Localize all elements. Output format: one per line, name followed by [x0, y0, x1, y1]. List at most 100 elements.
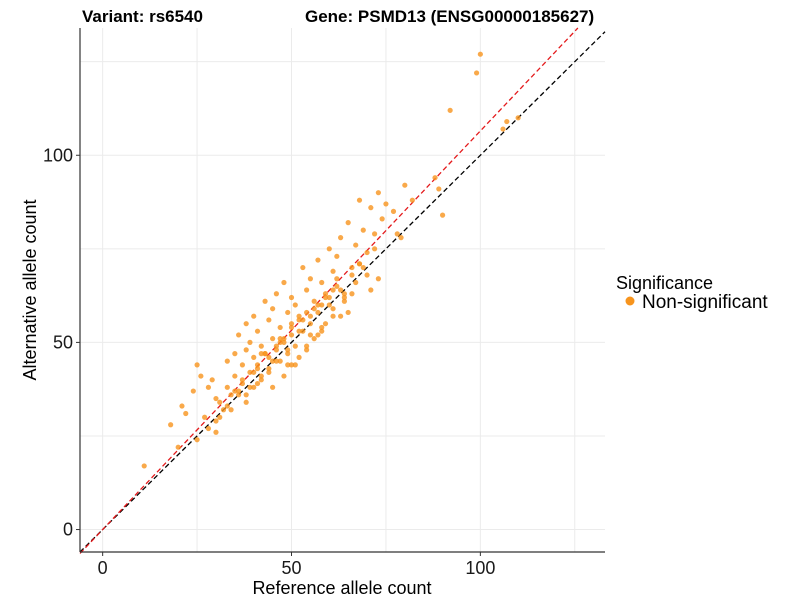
data-point: [500, 126, 506, 132]
data-point: [194, 362, 200, 368]
y-axis-title: Alternative allele count: [20, 199, 40, 380]
data-point: [356, 261, 363, 267]
data-point: [213, 429, 219, 435]
data-point: [319, 324, 325, 331]
x-tick-label: 100: [465, 558, 495, 578]
data-point: [251, 369, 257, 375]
data-point: [258, 373, 264, 379]
data-point: [273, 347, 280, 353]
data-point: [307, 321, 313, 327]
data-point: [300, 317, 306, 323]
data-point: [202, 414, 208, 420]
legend-title: Significance: [616, 273, 713, 293]
data-point: [390, 208, 397, 214]
data-point: [232, 388, 238, 394]
data-point: [262, 351, 268, 357]
data-point: [273, 343, 280, 349]
data-point: [296, 328, 302, 334]
data-point: [217, 399, 223, 405]
data-point: [270, 336, 276, 342]
data-point: [262, 298, 268, 304]
data-point: [232, 373, 238, 379]
data-point: [326, 302, 332, 308]
data-point: [285, 309, 291, 316]
data-point: [341, 291, 347, 297]
data-point: [190, 388, 196, 394]
data-point: [232, 351, 238, 357]
data-point: [266, 366, 272, 372]
data-point: [183, 410, 189, 417]
data-point: [349, 291, 355, 297]
data-point: [372, 246, 378, 252]
data-point: [360, 227, 366, 233]
data-point: [322, 291, 329, 297]
data-point: [247, 339, 253, 345]
data-point: [254, 380, 261, 387]
data-point: [258, 377, 264, 383]
reference-line-fit: [79, 27, 579, 554]
data-point: [304, 287, 310, 293]
data-point: [315, 302, 321, 308]
data-point: [345, 309, 351, 316]
data-point: [304, 343, 310, 349]
data-point: [254, 362, 261, 368]
data-point: [304, 347, 310, 353]
y-tick-label: 50: [53, 332, 73, 352]
data-point: [239, 380, 246, 387]
data-point: [292, 343, 298, 349]
data-point: [213, 395, 219, 402]
data-point: [319, 279, 325, 286]
data-point: [315, 309, 321, 316]
data-point: [285, 347, 291, 353]
x-tick-label: 0: [98, 558, 108, 578]
data-point: [322, 321, 329, 327]
data-point: [251, 313, 257, 319]
data-point: [292, 302, 298, 308]
data-point: [224, 358, 230, 364]
data-point: [394, 231, 400, 237]
data-point: [326, 246, 332, 252]
data-point: [307, 332, 313, 338]
data-point: [194, 437, 200, 443]
data-point: [334, 276, 340, 282]
data-point: [243, 321, 249, 327]
data-point: [398, 235, 404, 241]
data-point: [330, 287, 336, 293]
data-point: [360, 264, 366, 271]
data-point: [447, 107, 453, 113]
data-point: [288, 294, 295, 301]
data-point: [228, 392, 234, 398]
legend: Significance Non-significant: [616, 273, 768, 313]
data-point: [213, 418, 219, 424]
data-point: [239, 362, 246, 368]
data-point: [319, 328, 325, 334]
data-point: [379, 216, 385, 222]
data-point: [258, 343, 264, 349]
data-point: [504, 118, 510, 125]
data-point: [258, 351, 264, 357]
data-point: [300, 328, 306, 334]
data-point: [311, 336, 317, 342]
y-tick-label: 100: [43, 145, 73, 165]
data-point: [224, 403, 230, 409]
gene-title: Gene: PSMD13 (ENSG00000185627): [305, 7, 594, 26]
data-point: [266, 369, 272, 375]
data-point: [372, 231, 378, 237]
data-point: [236, 332, 242, 338]
x-tick-label: 50: [281, 558, 301, 578]
data-point: [243, 399, 249, 405]
axes: 0 50 100 0 50 100: [43, 28, 605, 578]
data-point: [277, 339, 283, 345]
data-point: [349, 272, 355, 278]
data-point: [345, 220, 351, 226]
data-point: [254, 328, 261, 334]
data-point: [402, 182, 408, 188]
data-point: [315, 332, 321, 338]
data-point: [239, 377, 246, 383]
data-point: [270, 384, 276, 390]
data-point: [281, 373, 287, 379]
x-axis-title: Reference allele count: [252, 578, 431, 598]
data-point: [273, 358, 280, 364]
data-point: [236, 388, 242, 394]
